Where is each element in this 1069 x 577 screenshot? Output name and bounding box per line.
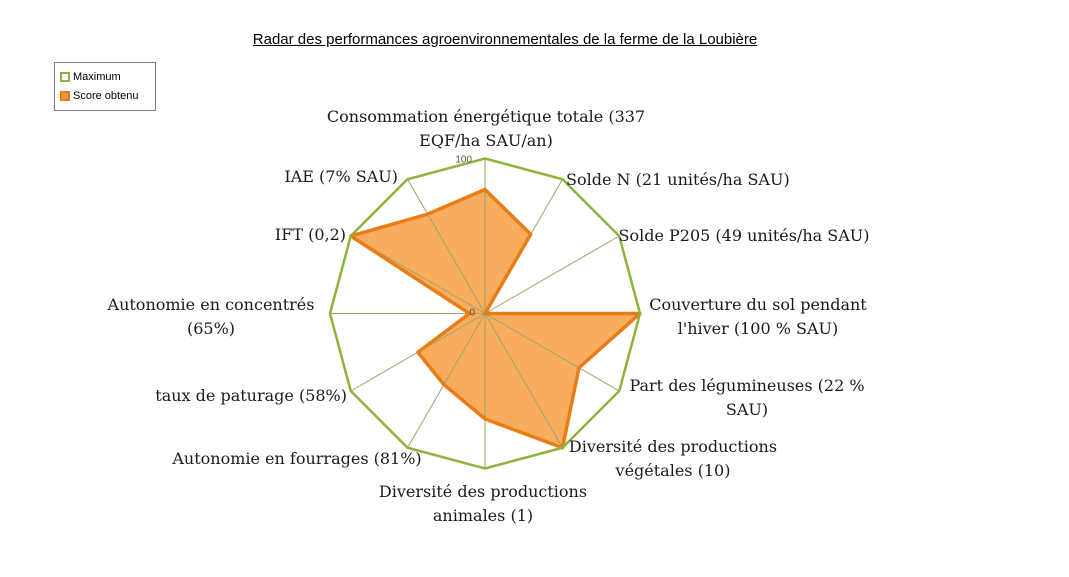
legend-label-maximum: Maximum bbox=[73, 70, 121, 83]
axis-label: Autonomie en concentrés (65%) bbox=[107, 295, 315, 338]
axis-spoke bbox=[407, 179, 486, 314]
legend: Maximum Score obtenu bbox=[54, 62, 156, 111]
axis-spoke bbox=[484, 235, 620, 314]
legend-item-score-obtenu: Score obtenu bbox=[60, 86, 150, 105]
axis-label: IFT (0,2) bbox=[274, 225, 346, 244]
axis-spoke bbox=[484, 313, 620, 392]
legend-label-score-obtenu: Score obtenu bbox=[73, 89, 139, 102]
maximum-swatch-icon bbox=[60, 71, 70, 82]
axis-spoke bbox=[484, 313, 563, 448]
axis-spoke bbox=[407, 313, 486, 448]
axis-label: IAE (7% SAU) bbox=[284, 167, 398, 186]
axis-label: Solde N (21 unités/ha SAU) bbox=[566, 170, 790, 189]
axis-label: Diversité des productions végétales (10) bbox=[568, 437, 778, 480]
score-obtenu-swatch-icon bbox=[60, 90, 70, 101]
axis-label: Solde P205 (49 unités/ha SAU) bbox=[618, 226, 870, 245]
chart-title: Radar des performances agroenvironnement… bbox=[252, 31, 758, 48]
maximum-outline bbox=[328, 157, 642, 470]
axis-label: Diversité des productions animales (1) bbox=[378, 482, 588, 525]
score-obtenu-area bbox=[350, 189, 640, 448]
axis-label: Couverture du sol pendant l'hiver (100 %… bbox=[649, 295, 867, 338]
legend-item-maximum: Maximum bbox=[60, 67, 150, 86]
tick-label-0: 0 bbox=[469, 307, 475, 319]
axis-label: Consommation énergétique totale (337 EQF… bbox=[326, 107, 646, 150]
tick-label-100: 100 bbox=[455, 154, 472, 166]
axis-label: Part des légumineuses (22 % SAU) bbox=[629, 376, 865, 419]
axis-label: Autonomie en fourrages (81%) bbox=[172, 449, 422, 468]
axis-label: taux de paturage (58%) bbox=[155, 386, 347, 405]
